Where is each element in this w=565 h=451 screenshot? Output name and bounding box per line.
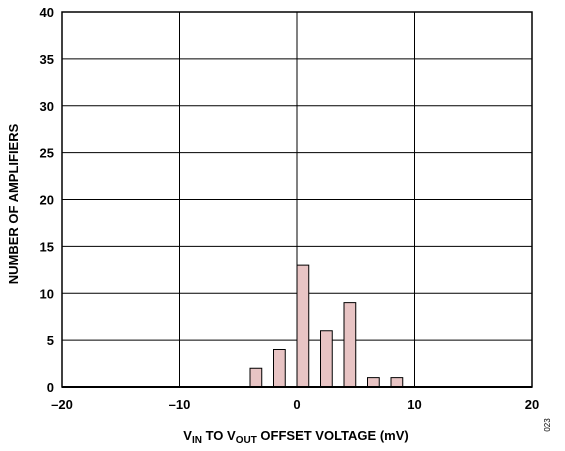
y-tick-label: 10 [40, 286, 54, 301]
y-tick-label: 35 [40, 52, 54, 67]
x-tick-label: 0 [293, 397, 300, 412]
x-axis-title-subscript: OUT [236, 435, 257, 446]
figure-id: 023 [543, 418, 552, 432]
x-tick-labels: –20 –10 0 10 20 [51, 397, 539, 412]
y-tick-label: 25 [40, 146, 54, 161]
x-axis-title-part: OFFSET VOLTAGE (mV) [257, 428, 409, 443]
y-tick-label: 5 [47, 333, 54, 348]
x-tick-label: 20 [525, 397, 539, 412]
histogram-bar [390, 377, 404, 388]
histogram-bar [343, 302, 357, 388]
y-axis-title: NUMBER OF AMPLIFIERS [6, 123, 21, 284]
bars-layer [249, 264, 404, 388]
x-tick-label: –20 [51, 397, 73, 412]
x-axis-title-subscript: IN [192, 435, 202, 446]
y-tick-label: 30 [40, 99, 54, 114]
y-tick-label: 0 [47, 380, 54, 395]
histogram-bar [273, 349, 286, 388]
y-tick-label: 15 [40, 239, 54, 254]
histogram-bar [296, 264, 310, 388]
x-axis-title-part: V [183, 428, 192, 443]
x-tick-label: 10 [407, 397, 421, 412]
y-tick-label: 20 [40, 193, 54, 208]
y-tick-label: 40 [40, 5, 54, 20]
histogram-bar [249, 367, 263, 388]
histogram-bar [320, 330, 333, 388]
frame-layer [61, 11, 533, 388]
x-axis-title: VIN TO VOUT OFFSET VOLTAGE (mV) [183, 428, 408, 446]
histogram-bar [367, 377, 380, 388]
x-tick-label: –10 [169, 397, 191, 412]
y-tick-labels: 0 5 10 15 20 25 30 35 40 [40, 5, 54, 395]
x-axis-title-part: TO V [202, 428, 236, 443]
